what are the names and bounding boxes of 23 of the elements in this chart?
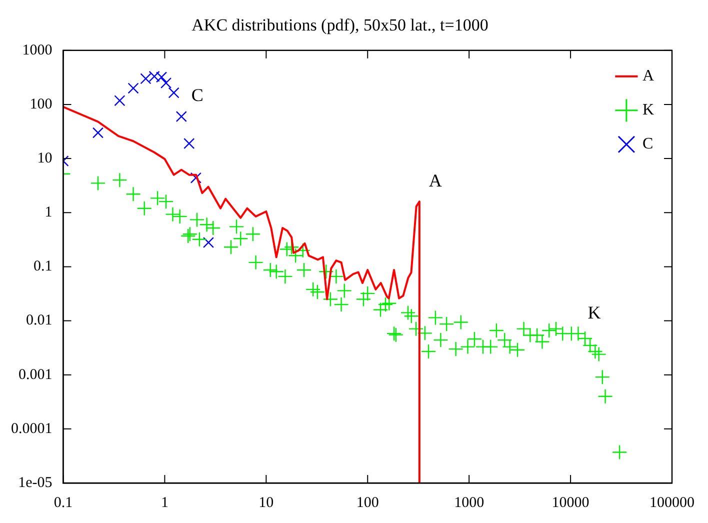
y-tick-label: 0.001 [18, 366, 52, 383]
x-tick-label: 0.1 [54, 494, 73, 511]
x-tick-label: 10000 [552, 494, 590, 511]
legend-label: A [642, 68, 654, 85]
x-tick-label: 1000 [454, 494, 484, 511]
y-tick-label: 1e-05 [18, 474, 52, 491]
x-tick-label: 1 [160, 494, 168, 511]
y-tick-label: 1 [44, 204, 52, 221]
chart-title: AKC distributions (pdf), 50x50 lat., t=1000 [192, 16, 488, 35]
annotation: A [428, 170, 442, 190]
y-tick-label: 1000 [22, 42, 52, 58]
y-tick-label: 0.0001 [11, 420, 52, 437]
legend-label: C [642, 136, 654, 153]
y-tick-label: 0.1 [34, 258, 52, 275]
x-tick-label: 100 [356, 494, 379, 511]
x-tick-label: 100000 [650, 494, 694, 511]
x-tick-label: 10 [258, 494, 274, 511]
y-tick-label: 0.01 [26, 312, 52, 329]
annotation: K [588, 302, 601, 322]
y-tick-label: 100 [30, 96, 52, 112]
legend-label: K [642, 102, 654, 119]
annotation: C [191, 85, 204, 106]
y-tick-label: 10 [37, 150, 52, 166]
